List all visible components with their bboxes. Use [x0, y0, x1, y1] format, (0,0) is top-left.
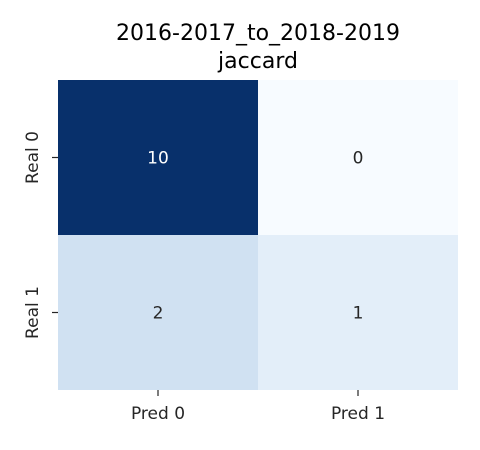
- heatmap-cell-1-1: [258, 235, 458, 390]
- cell-value-label-1-1: 1: [353, 304, 364, 324]
- heatmap-cells: 10 0 2 1: [58, 80, 458, 390]
- chart-title-line-1: 2016-2017_to_2018-2019: [116, 21, 400, 46]
- axis-ticks: Pred 0 Pred 1 Real 0 Real 1: [23, 131, 385, 424]
- x-tick-label-1: Pred 1: [331, 404, 385, 424]
- y-tick-label-0: Real 0: [23, 131, 43, 184]
- cell-value-label-1-0: 2: [153, 304, 164, 324]
- heatmap-cell-1-0: [58, 235, 258, 390]
- x-tick-label-0: Pred 0: [131, 404, 185, 424]
- heatmap-cell-0-1: [258, 80, 458, 235]
- cell-value-label-0-0: 10: [147, 149, 169, 169]
- chart-title-line-2: jaccard: [217, 49, 298, 74]
- cell-value-label-0-1: 0: [353, 149, 364, 169]
- heatmap-cell-0-0: [58, 80, 258, 235]
- y-tick-label-1: Real 1: [23, 286, 43, 339]
